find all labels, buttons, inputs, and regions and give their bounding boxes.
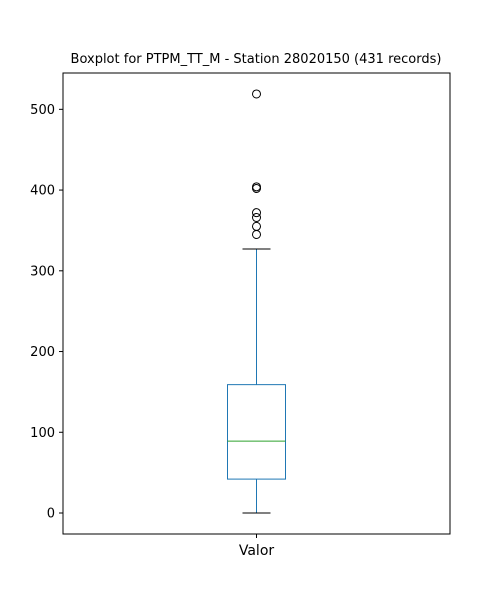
axes-frame — [62, 72, 451, 535]
outlier-point — [252, 89, 261, 99]
outlier-point — [252, 213, 261, 223]
chart-title: Boxplot for PTPM_TT_M - Station 28020150… — [71, 52, 442, 67]
y-tick-label: 100 — [30, 426, 55, 441]
y-tick-label: 0 — [47, 507, 55, 522]
outlier-point — [252, 221, 261, 231]
iqr-box — [227, 384, 286, 480]
x-category-label: Valor — [239, 543, 275, 559]
y-tick-label: 500 — [30, 103, 55, 118]
outlier-point — [252, 182, 261, 192]
plot-area: 0 100 200 300 400 500 Valor — [30, 89, 286, 559]
outlier-point — [252, 208, 261, 218]
y-tick-label: 400 — [30, 184, 55, 199]
y-tick-label: 300 — [30, 264, 55, 279]
y-tick-label: 200 — [30, 345, 55, 360]
